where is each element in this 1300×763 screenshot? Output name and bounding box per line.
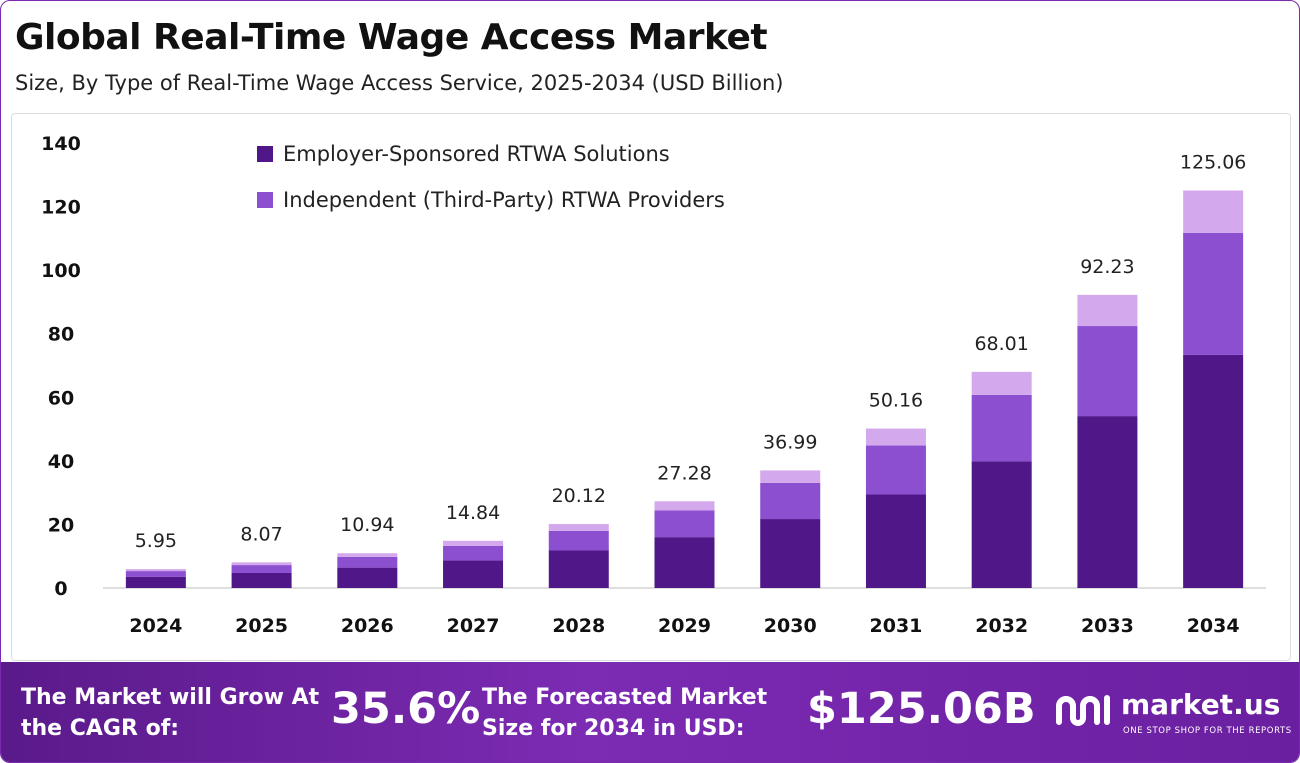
bar-total-label: 27.28 bbox=[657, 462, 711, 484]
bar-segment-2 bbox=[1077, 326, 1138, 417]
x-tick-label: 2024 bbox=[129, 615, 182, 637]
cagr-value: 35.6% bbox=[331, 684, 481, 734]
bar-total-label: 92.23 bbox=[1080, 256, 1134, 278]
bar-total-label: 14.84 bbox=[446, 502, 500, 524]
bar-total-label: 36.99 bbox=[763, 431, 817, 453]
y-tick-label: 40 bbox=[48, 451, 74, 473]
bar-segment-2 bbox=[865, 445, 926, 495]
bar-segment-3 bbox=[125, 569, 186, 572]
footer-banner: The Market will Grow At the CAGR of: 35.… bbox=[1, 662, 1299, 762]
bar-segment-1 bbox=[231, 572, 292, 588]
bar-segment-1 bbox=[760, 519, 821, 588]
y-tick-label: 120 bbox=[41, 197, 81, 219]
y-tick-label: 60 bbox=[48, 387, 74, 409]
bar-segment-1 bbox=[654, 537, 715, 588]
x-tick-label: 2029 bbox=[658, 615, 711, 637]
forecast-value: $125.06B bbox=[807, 684, 1036, 734]
bar-segment-2 bbox=[443, 545, 504, 561]
brand-logo: market.us ONE STOP SHOP FOR THE REPORTS bbox=[1053, 686, 1293, 746]
bar-segment-3 bbox=[337, 553, 398, 557]
bar-segment-3 bbox=[760, 470, 821, 483]
chart-subtitle: Size, By Type of Real-Time Wage Access S… bbox=[15, 71, 784, 95]
bar-segment-2 bbox=[971, 394, 1032, 462]
x-tick-label: 2026 bbox=[341, 615, 394, 637]
bar-segment-1 bbox=[1183, 354, 1244, 588]
bar-total-label: 20.12 bbox=[552, 485, 606, 507]
bar-segment-1 bbox=[443, 560, 504, 588]
bar-segment-2 bbox=[231, 565, 292, 573]
bar-segment-1 bbox=[125, 576, 186, 588]
bar-segment-1 bbox=[1077, 416, 1138, 588]
bar-segment-2 bbox=[337, 556, 398, 568]
chart-panel bbox=[11, 113, 1291, 661]
legend-item-employer-sponsored: Employer-Sponsored RTWA Solutions bbox=[257, 136, 727, 172]
bar-total-label: 68.01 bbox=[974, 333, 1028, 355]
page-title: Global Real-Time Wage Access Market bbox=[15, 17, 768, 58]
legend-label-employer-sponsored: Employer-Sponsored RTWA Solutions bbox=[283, 142, 670, 166]
y-tick-label: 140 bbox=[41, 133, 81, 155]
bar-segment-1 bbox=[865, 494, 926, 588]
bar-segment-3 bbox=[1183, 190, 1244, 233]
y-tick-label: 100 bbox=[41, 260, 81, 282]
brand-name: market.us bbox=[1121, 688, 1281, 721]
bar-segment-3 bbox=[548, 524, 609, 531]
y-tick-label: 20 bbox=[48, 514, 74, 536]
bar-segment-2 bbox=[125, 571, 186, 577]
bar-segment-3 bbox=[654, 501, 715, 511]
bar-total-label: 10.94 bbox=[340, 514, 394, 536]
x-tick-label: 2030 bbox=[764, 615, 817, 637]
chart-legend: Employer-Sponsored RTWA Solutions Indepe… bbox=[257, 136, 727, 228]
x-tick-label: 2031 bbox=[870, 615, 923, 637]
bar-segment-1 bbox=[548, 550, 609, 588]
stacked-bar-chart: 0 20 40 60 80 100 120 140 5.95 2024 8.07 2025 10.94 2… bbox=[41, 133, 1266, 637]
x-tick-label: 2028 bbox=[552, 615, 605, 637]
bar-segment-2 bbox=[760, 482, 821, 520]
legend-swatch-employer-sponsored bbox=[257, 146, 273, 162]
x-tick-label: 2025 bbox=[235, 615, 288, 637]
y-tick-label: 0 bbox=[54, 578, 67, 600]
forecast-label: The Forecasted Market Size for 2034 in U… bbox=[482, 685, 768, 741]
bar-segment-3 bbox=[1077, 294, 1138, 327]
legend-swatch-independent bbox=[257, 192, 273, 208]
x-tick-label: 2027 bbox=[447, 615, 500, 637]
bar-segment-2 bbox=[548, 530, 609, 551]
bar-segment-3 bbox=[231, 562, 292, 566]
bar-segment-1 bbox=[971, 461, 1032, 588]
x-tick-label: 2032 bbox=[975, 615, 1028, 637]
bar-segment-2 bbox=[1183, 232, 1244, 355]
bar-segment-3 bbox=[443, 540, 504, 546]
brand-tagline: ONE STOP SHOP FOR THE REPORTS bbox=[1123, 726, 1292, 736]
x-tick-label: 2034 bbox=[1187, 615, 1240, 637]
bar-segment-3 bbox=[971, 371, 1032, 395]
bar-total-label: 8.07 bbox=[240, 523, 282, 545]
bar-total-label: 5.95 bbox=[135, 530, 177, 552]
x-tick-label: 2033 bbox=[1081, 615, 1134, 637]
cagr-label: The Market will Grow At the CAGR of: bbox=[21, 685, 320, 741]
legend-label-independent: Independent (Third-Party) RTWA Providers bbox=[283, 188, 725, 212]
y-tick-label: 80 bbox=[48, 324, 74, 346]
bar-total-label: 50.16 bbox=[869, 390, 923, 412]
bar-segment-2 bbox=[654, 510, 715, 538]
bar-segment-3 bbox=[865, 428, 926, 446]
legend-item-independent: Independent (Third-Party) RTWA Providers bbox=[257, 182, 727, 218]
bar-total-label: 125.06 bbox=[1180, 151, 1246, 173]
bar-segment-1 bbox=[337, 567, 398, 588]
market-us-logo-icon bbox=[1056, 695, 1110, 726]
